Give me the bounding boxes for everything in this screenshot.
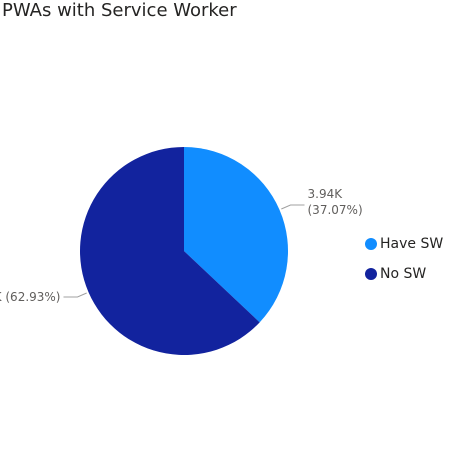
legend-label-have-sw: Have SW	[380, 236, 444, 252]
legend-item-have-sw[interactable]: Have SW	[365, 229, 443, 259]
data-label-have-sw: 3.94K (37.07%)	[308, 187, 363, 217]
legend: Have SW No SW	[365, 229, 443, 289]
leader-line-1	[63, 292, 87, 298]
legend-swatch-have-sw	[365, 238, 377, 250]
pie-slice-have-sw[interactable]	[184, 147, 288, 323]
data-label-no-sw: 6.70K (62.93%)	[0, 290, 60, 304]
leader-line-0	[281, 204, 305, 210]
legend-swatch-no-sw	[365, 268, 377, 280]
legend-item-no-sw[interactable]: No SW	[365, 259, 443, 289]
pie-slice-no-sw[interactable]	[79, 147, 260, 355]
legend-label-no-sw: No SW	[380, 266, 427, 282]
chart-title: PWAs with Service Worker	[2, 0, 237, 21]
